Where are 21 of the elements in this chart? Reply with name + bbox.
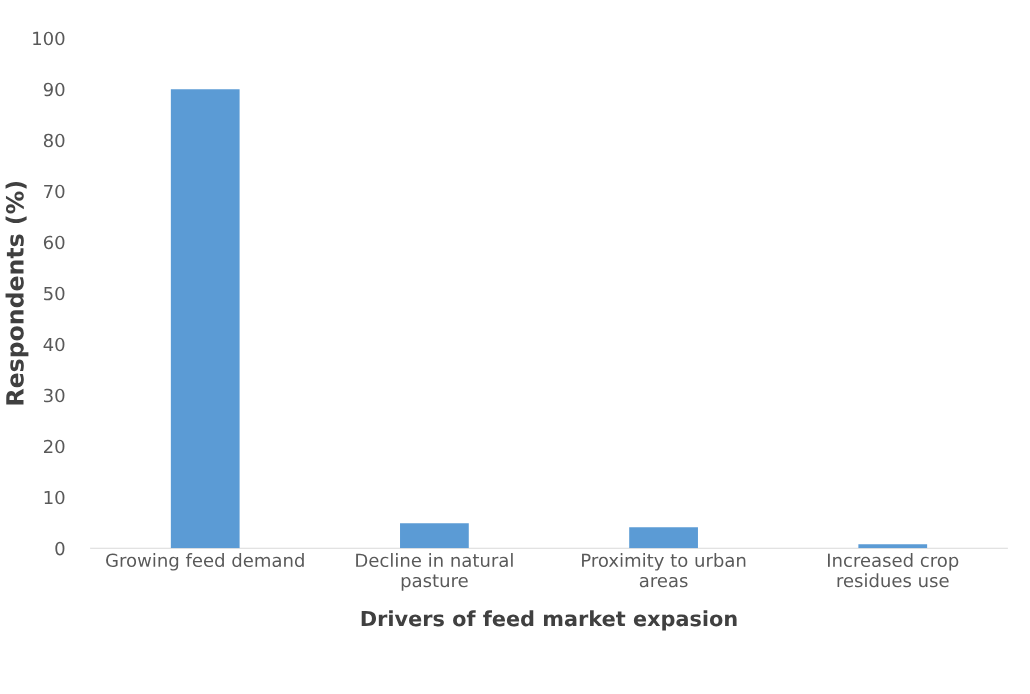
x-tick-label: Proximity to urban areas: [582, 553, 746, 588]
y-axis-title: Respondents (%): [5, 181, 29, 405]
x-tick-label: Increased crop residues use: [828, 553, 959, 588]
bar: [629, 527, 698, 549]
y-tick-label: 50: [44, 286, 65, 301]
y-tick-label: 70: [44, 184, 65, 199]
bar: [400, 523, 469, 549]
x-axis-title: Drivers of feed market expasion: [361, 610, 737, 631]
y-tick-label: 100: [33, 31, 65, 46]
x-tick-label: Growing feed demand: [106, 553, 304, 571]
y-tick-label: 20: [43, 439, 65, 454]
y-tick-label: 30: [44, 388, 65, 403]
bar: [170, 89, 240, 549]
y-tick-label: 80: [43, 133, 65, 148]
y-tick-label: 90: [43, 82, 65, 97]
y-tick-label: 40: [43, 337, 65, 352]
x-tick-label: Decline in natural pasture: [356, 553, 513, 591]
y-tick-label: 0: [55, 541, 65, 556]
y-tick-label: 60: [43, 235, 65, 250]
y-tick-label: 10: [44, 490, 65, 505]
bar: [858, 544, 928, 549]
